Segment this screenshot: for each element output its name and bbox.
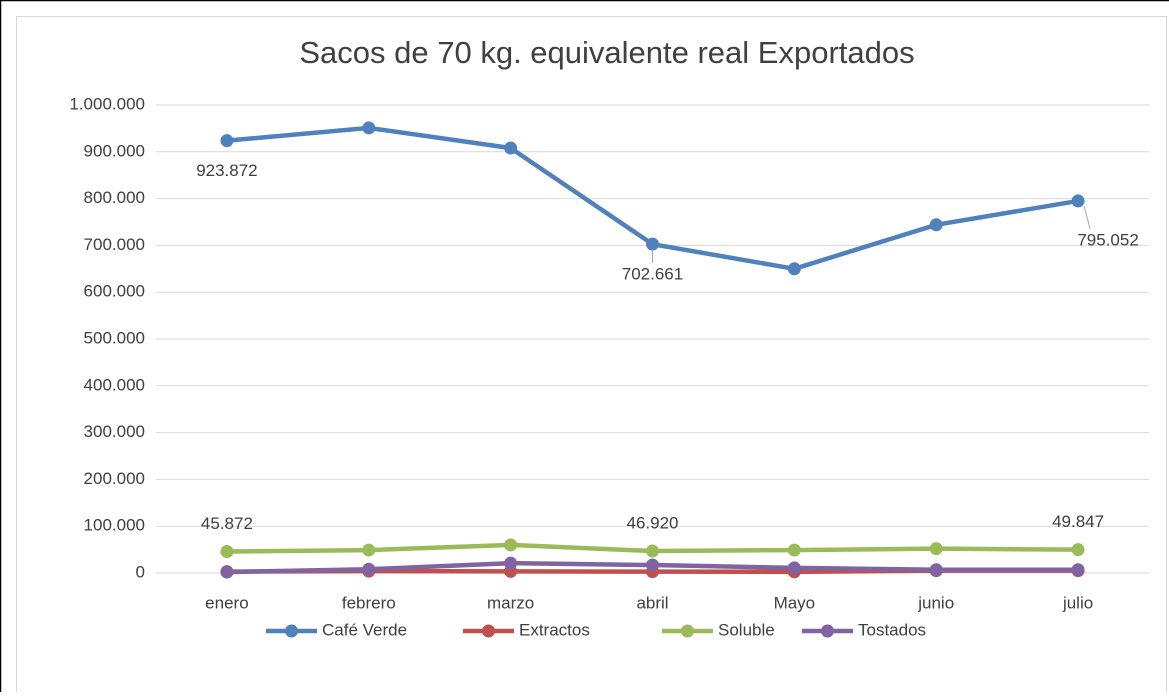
series-marker	[504, 538, 517, 551]
chart-frame	[17, 17, 1167, 693]
x-tick-label: abril	[636, 593, 668, 612]
x-tick-label: Mayo	[774, 593, 816, 612]
y-tick-label: 1.000.000	[69, 94, 145, 113]
x-tick-label: junio	[917, 593, 954, 612]
series-marker	[646, 559, 659, 572]
y-tick-label: 100.000	[84, 516, 145, 535]
y-tick-label: 800.000	[84, 188, 145, 207]
legend-marker	[482, 625, 495, 638]
series-marker	[646, 238, 659, 251]
series-marker	[646, 545, 659, 558]
series-marker	[930, 563, 943, 576]
legend-label: Café Verde	[322, 620, 407, 639]
series-marker	[504, 557, 517, 570]
series-marker	[1072, 194, 1085, 207]
y-tick-label: 500.000	[84, 328, 145, 347]
data-label: 49.847	[1052, 512, 1104, 531]
data-label: 923.872	[196, 161, 257, 180]
series-marker	[362, 563, 375, 576]
series-marker	[220, 134, 233, 147]
legend-marker	[821, 625, 834, 638]
y-tick-label: 200.000	[84, 469, 145, 488]
x-tick-label: marzo	[487, 593, 534, 612]
y-tick-label: 600.000	[84, 282, 145, 301]
legend-label: Extractos	[519, 620, 590, 639]
data-label: 46.920	[627, 514, 679, 533]
y-tick-label: 300.000	[84, 422, 145, 441]
x-tick-label: febrero	[342, 593, 396, 612]
x-tick-label: julio	[1062, 593, 1093, 612]
series-marker	[788, 561, 801, 574]
chart-title: Sacos de 70 kg. equivalente real Exporta…	[299, 35, 914, 70]
y-tick-label: 400.000	[84, 375, 145, 394]
legend-label: Tostados	[858, 620, 926, 639]
series-marker	[362, 121, 375, 134]
y-tick-label: 700.000	[84, 235, 145, 254]
legend-label: Soluble	[718, 620, 775, 639]
series-marker	[788, 544, 801, 557]
series-marker	[220, 566, 233, 579]
series-marker	[1072, 563, 1085, 576]
series-marker	[362, 544, 375, 557]
series-marker	[930, 218, 943, 231]
legend-marker	[285, 625, 298, 638]
data-label: 702.661	[622, 265, 683, 284]
series-marker	[788, 262, 801, 275]
y-tick-label: 0	[136, 562, 145, 581]
y-tick-label: 900.000	[84, 141, 145, 160]
series-marker	[220, 545, 233, 558]
data-label: 795.052	[1077, 230, 1138, 249]
series-marker	[930, 542, 943, 555]
series-marker	[504, 142, 517, 155]
x-tick-label: enero	[205, 593, 248, 612]
data-label: 45.872	[201, 514, 253, 533]
series-marker	[1072, 543, 1085, 556]
legend-marker	[681, 625, 694, 638]
